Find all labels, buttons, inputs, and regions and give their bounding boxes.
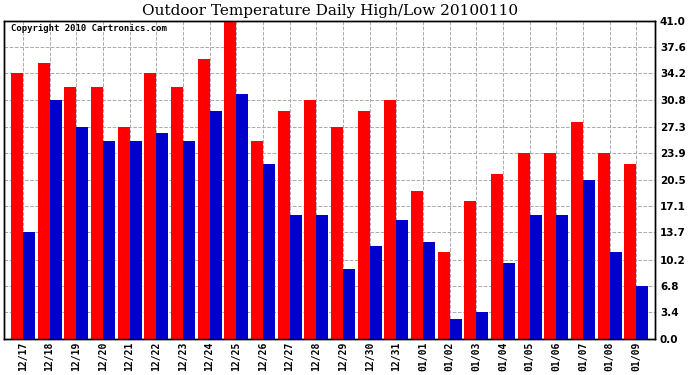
Bar bbox=[23, 232, 35, 339]
Bar bbox=[503, 262, 515, 339]
Bar bbox=[370, 246, 382, 339]
Bar bbox=[117, 127, 130, 339]
Bar bbox=[37, 63, 50, 339]
Bar bbox=[491, 174, 503, 339]
Bar bbox=[263, 164, 275, 339]
Bar bbox=[571, 122, 583, 339]
Bar bbox=[624, 164, 636, 339]
Bar bbox=[464, 201, 476, 339]
Bar bbox=[583, 180, 595, 339]
Bar bbox=[384, 100, 396, 339]
Bar bbox=[224, 21, 236, 339]
Bar bbox=[197, 60, 210, 339]
Bar bbox=[556, 215, 569, 339]
Bar bbox=[518, 153, 530, 339]
Bar bbox=[331, 127, 343, 339]
Bar bbox=[530, 215, 542, 339]
Title: Outdoor Temperature Daily High/Low 20100110: Outdoor Temperature Daily High/Low 20100… bbox=[141, 4, 518, 18]
Bar bbox=[357, 111, 370, 339]
Bar bbox=[411, 191, 423, 339]
Bar bbox=[130, 141, 141, 339]
Bar bbox=[103, 141, 115, 339]
Bar bbox=[437, 252, 450, 339]
Bar bbox=[11, 74, 23, 339]
Bar bbox=[316, 215, 328, 339]
Bar bbox=[450, 319, 462, 339]
Bar bbox=[304, 100, 316, 339]
Text: Copyright 2010 Cartronics.com: Copyright 2010 Cartronics.com bbox=[10, 24, 166, 33]
Bar bbox=[76, 127, 88, 339]
Bar bbox=[396, 220, 408, 339]
Bar bbox=[636, 286, 649, 339]
Bar bbox=[144, 74, 156, 339]
Bar bbox=[210, 111, 221, 339]
Bar bbox=[277, 111, 290, 339]
Bar bbox=[91, 87, 103, 339]
Bar bbox=[156, 133, 168, 339]
Bar bbox=[171, 87, 183, 339]
Bar bbox=[598, 153, 610, 339]
Bar bbox=[64, 87, 76, 339]
Bar bbox=[343, 269, 355, 339]
Bar bbox=[236, 94, 248, 339]
Bar bbox=[290, 215, 302, 339]
Bar bbox=[50, 100, 61, 339]
Bar bbox=[183, 141, 195, 339]
Bar bbox=[476, 312, 489, 339]
Bar bbox=[610, 252, 622, 339]
Bar bbox=[251, 141, 263, 339]
Bar bbox=[423, 242, 435, 339]
Bar bbox=[544, 153, 556, 339]
